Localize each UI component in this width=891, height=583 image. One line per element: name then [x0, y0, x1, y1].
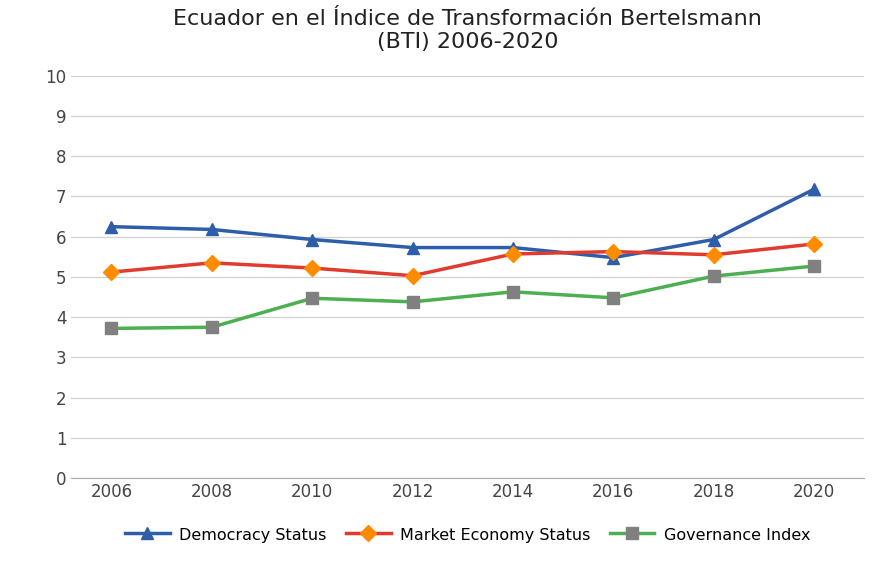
- Legend: Democracy Status, Market Economy Status, Governance Index: Democracy Status, Market Economy Status,…: [117, 519, 819, 550]
- Title: Ecuador en el Índice de Transformación Bertelsmann
(BTI) 2006-2020: Ecuador en el Índice de Transformación B…: [174, 9, 762, 52]
